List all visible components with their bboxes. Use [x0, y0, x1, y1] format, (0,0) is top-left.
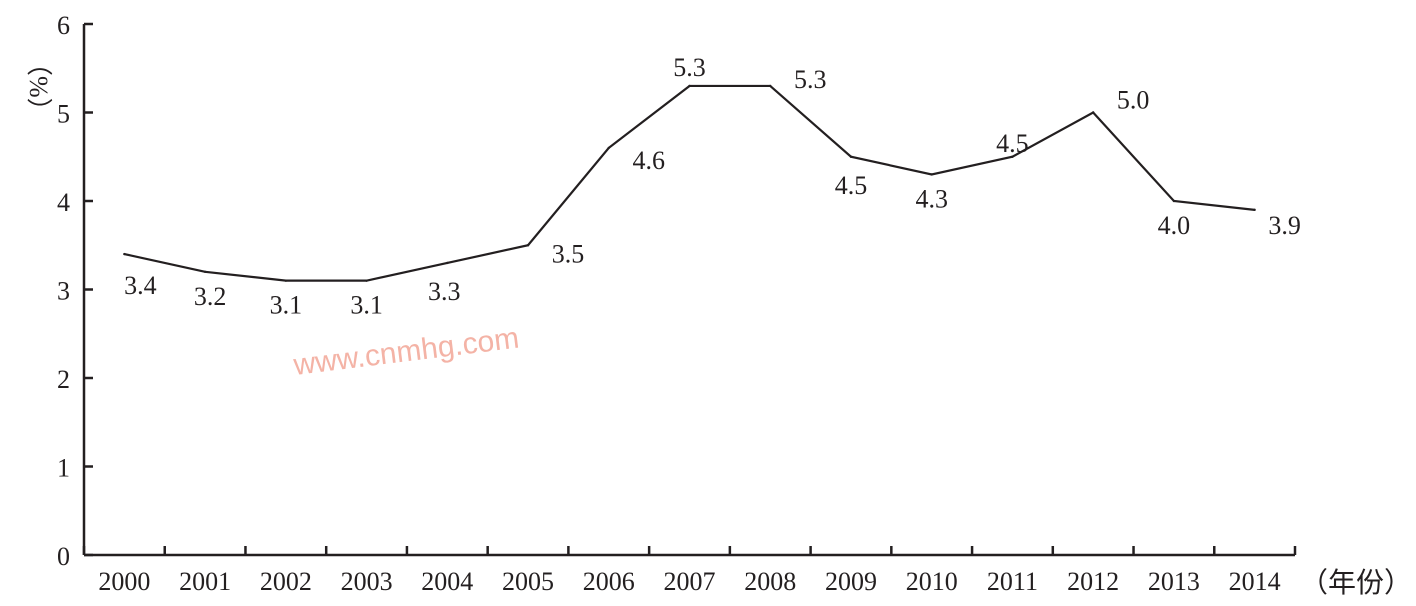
y-tick-label: 0	[57, 542, 70, 571]
data-point	[849, 155, 853, 158]
x-tick-label: 2000	[98, 567, 150, 596]
data-point	[688, 84, 691, 88]
data-point	[446, 261, 449, 265]
x-axis-label: （年份）	[1300, 567, 1412, 599]
y-tick-label: 2	[57, 365, 70, 394]
data-label: 3.1	[270, 291, 303, 320]
data-label: 3.5	[552, 239, 585, 268]
y-axis-label: （%）	[24, 50, 53, 124]
data-label: 3.1	[350, 291, 383, 320]
x-tick-label: 2008	[744, 567, 796, 596]
x-tick-label: 2009	[825, 567, 877, 596]
x-tick-label: 2005	[502, 567, 554, 596]
data-point	[365, 279, 368, 282]
x-tick-label: 2001	[179, 567, 231, 596]
x-tick-label: 2013	[1148, 567, 1200, 596]
data-label: 4.5	[996, 129, 1029, 158]
data-label: 3.4	[124, 271, 157, 300]
data-point	[526, 244, 530, 247]
data-point	[769, 84, 772, 88]
y-tick-label: 1	[57, 454, 70, 483]
data-point	[284, 279, 288, 282]
data-point	[1011, 155, 1014, 158]
data-point	[1253, 208, 1256, 212]
data-label: 5.3	[673, 53, 706, 82]
data-label: 4.0	[1158, 211, 1191, 240]
data-label: 3.2	[194, 282, 227, 311]
y-tick-label: 6	[57, 11, 70, 40]
data-label: 3.9	[1268, 211, 1301, 240]
x-tick-label: 2003	[341, 567, 393, 596]
data-point	[123, 252, 126, 256]
data-point	[1172, 199, 1176, 203]
y-tick-label: 4	[57, 188, 70, 217]
watermark: www.cnmhg.com	[291, 322, 521, 383]
data-point	[930, 173, 933, 176]
x-tick-label: 2010	[906, 567, 958, 596]
x-tick-label: 2002	[260, 567, 312, 596]
series: 3.4 3.2 3.1 3.1 3.3 3.5 4.6 5.3 5.3 4.5 4.3 4.5 5.0 4…	[123, 53, 1301, 320]
series-line	[124, 84, 1255, 282]
x-tick-label: 2011	[987, 567, 1038, 596]
axes: 0 1 2 3 4 5 6 2000 2001 2002 2003 2004 2005 2006 2007 2…	[57, 11, 1297, 596]
data-label: 5.0	[1117, 86, 1150, 115]
y-tick-label: 3	[57, 277, 70, 306]
x-tick-label: 2004	[421, 567, 473, 596]
y-tick-label: 5	[57, 100, 70, 129]
data-label: 4.6	[633, 146, 666, 175]
data-label: 5.3	[794, 65, 827, 94]
x-tick-label: 2007	[664, 567, 716, 596]
data-point	[1091, 111, 1095, 114]
data-label: 3.3	[428, 277, 461, 306]
data-label: 4.5	[835, 171, 868, 200]
x-tick-label: 2014	[1229, 567, 1281, 596]
data-point	[203, 270, 207, 273]
data-point	[607, 146, 610, 150]
data-label: 4.3	[915, 184, 948, 213]
x-tick-label: 2012	[1067, 567, 1119, 596]
x-tick-label: 2006	[583, 567, 635, 596]
